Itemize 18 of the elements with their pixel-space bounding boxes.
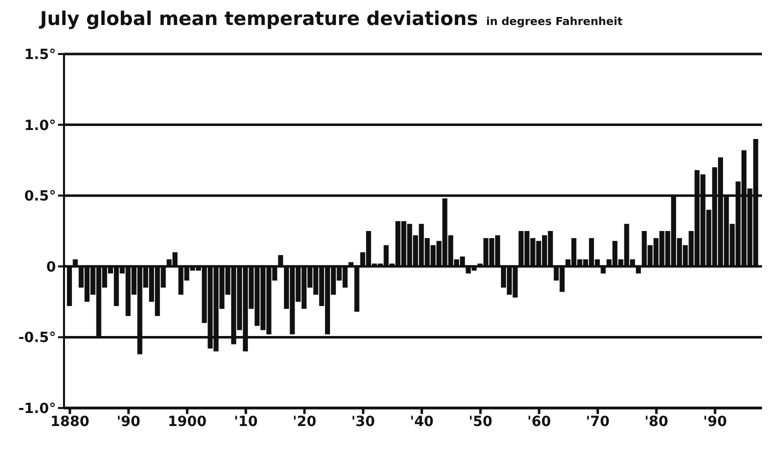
- x-tick-label: '40: [410, 414, 434, 430]
- x-tick-label: '70: [586, 414, 610, 430]
- x-tick-label: '90: [116, 414, 141, 430]
- chart-subtitle: in degrees Fahrenheit: [486, 15, 623, 28]
- x-tick-label: '20: [292, 414, 317, 430]
- y-tick-label: 0: [46, 259, 56, 276]
- y-tick-label: 0.5°: [24, 188, 56, 205]
- y-tick-label: 1.0°: [24, 118, 56, 134]
- x-tick-label: 1900: [168, 414, 207, 430]
- chart-title: July global mean temperature deviations: [40, 8, 478, 30]
- x-tick-label: '10: [234, 414, 258, 430]
- x-tick-label: '60: [527, 414, 552, 430]
- y-tick-label: -0.5°: [18, 330, 56, 346]
- x-tick-label: '50: [468, 414, 493, 430]
- x-tick-label: '80: [644, 414, 669, 430]
- x-tick-label: '30: [351, 414, 376, 430]
- y-tick-label: 1.5°: [24, 46, 56, 63]
- x-tick-label: '90: [703, 414, 728, 430]
